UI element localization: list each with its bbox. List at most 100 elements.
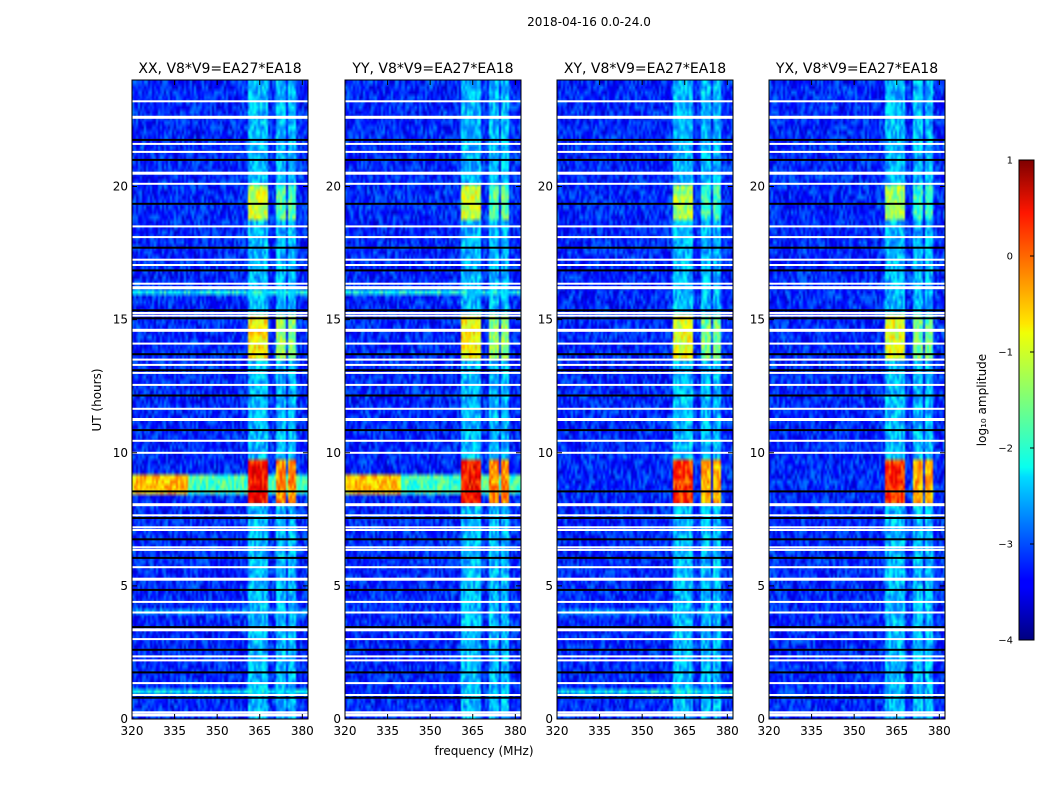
flagged-row	[557, 328, 733, 332]
flagged-row	[769, 577, 945, 581]
flagged-row	[345, 258, 521, 261]
y-tick-label: 5	[545, 579, 553, 593]
x-tick-label: 350	[843, 724, 866, 738]
flagged-row	[132, 314, 308, 317]
flagged-row	[345, 659, 521, 662]
flagged-row	[557, 236, 733, 239]
y-tick-label: 0	[120, 712, 128, 726]
flagged-row	[132, 394, 308, 397]
flagged-row	[769, 138, 945, 141]
flagged-row	[557, 369, 733, 372]
colorbar: 1 0 −1 −2 −3 −4 log₁₀ amplitude	[975, 156, 1035, 647]
flagged-row	[557, 363, 733, 366]
flagged-row	[132, 150, 308, 153]
flagged-row	[345, 394, 521, 397]
x-tick-label: 365	[248, 724, 271, 738]
flagged-row	[132, 514, 308, 517]
flagged-row	[769, 394, 945, 397]
flagged-row	[557, 626, 733, 629]
flagged-row	[769, 588, 945, 591]
flagged-row	[345, 503, 521, 507]
flagged-row	[132, 225, 308, 228]
y-tick-label: 0	[545, 712, 553, 726]
spectrogram-image	[557, 80, 733, 719]
colorbar-tick-label: 1	[1007, 156, 1013, 167]
flagged-row	[132, 626, 308, 629]
flagged-row	[557, 600, 733, 603]
panel-yx: YX, V8*V9=EA27*EA18 320 335 350 365 380 0 5 10 15…	[750, 61, 951, 738]
flagged-row	[345, 358, 521, 361]
flagged-row	[132, 451, 308, 454]
flagged-row	[345, 309, 521, 312]
flagged-row	[769, 517, 945, 519]
flagged-row	[769, 713, 945, 717]
x-tick-label: 380	[716, 724, 739, 738]
flagged-row	[132, 628, 308, 632]
flagged-row	[132, 100, 308, 103]
flagged-row	[345, 548, 521, 551]
flagged-row	[345, 182, 521, 185]
x-tick-label: 350	[419, 724, 442, 738]
flagged-row	[557, 546, 733, 549]
flagged-row	[557, 314, 733, 317]
flagged-row	[132, 258, 308, 261]
x-tick-label: 320	[546, 724, 569, 738]
colorbar-tick-label: −3	[998, 540, 1013, 551]
flagged-row	[345, 142, 521, 145]
panel-xx: XX, V8*V9=EA27*EA18 320 335 350 365 380 0 5 10 15…	[113, 61, 314, 738]
flagged-row	[557, 490, 733, 493]
flagged-row	[557, 358, 733, 361]
flagged-row	[769, 503, 945, 507]
y-tick-label: 5	[333, 579, 341, 593]
flagged-row	[557, 526, 733, 529]
flagged-row	[345, 526, 521, 529]
flagged-row	[769, 711, 945, 714]
flagged-row	[769, 246, 945, 249]
flagged-row	[557, 282, 733, 285]
flagged-row	[557, 269, 733, 272]
x-tick-label: 320	[121, 724, 144, 738]
flagged-row	[345, 713, 521, 717]
flagged-row	[132, 529, 308, 531]
flagged-row	[132, 711, 308, 714]
flagged-row	[345, 383, 521, 386]
flagged-row	[132, 317, 308, 320]
flagged-row	[345, 314, 521, 317]
y-tick-label: 10	[750, 446, 765, 460]
flagged-row	[345, 546, 521, 549]
flagged-row	[557, 171, 733, 175]
flagged-row	[132, 439, 308, 442]
flagged-row	[769, 269, 945, 272]
flagged-row	[345, 696, 521, 699]
flagged-row	[769, 225, 945, 228]
flagged-row	[132, 171, 308, 175]
flagged-row	[557, 309, 733, 312]
flagged-row	[345, 286, 521, 290]
flagged-row	[132, 526, 308, 529]
x-tick-label: 365	[673, 724, 696, 738]
y-tick-label: 15	[750, 313, 765, 327]
flagged-row	[132, 115, 308, 119]
flagged-row	[132, 648, 308, 651]
x-tick-label: 335	[163, 724, 186, 738]
flagged-row	[769, 490, 945, 493]
flagged-row	[557, 648, 733, 651]
flagged-row	[132, 358, 308, 361]
flagged-row	[345, 317, 521, 320]
flagged-row	[132, 566, 308, 569]
flagged-row	[769, 429, 945, 432]
flagged-row	[345, 429, 521, 432]
flagged-row	[769, 407, 945, 410]
x-tick-label: 350	[206, 724, 229, 738]
flagged-row	[557, 202, 733, 205]
flagged-row	[557, 371, 733, 374]
flagged-row	[557, 383, 733, 386]
flagged-row	[769, 682, 945, 685]
flagged-row	[769, 363, 945, 366]
flagged-row	[769, 546, 945, 549]
x-tick-label: 350	[631, 724, 654, 738]
flagged-row	[769, 353, 945, 356]
spectrogram-canvas	[132, 80, 308, 719]
y-tick-label: 10	[326, 446, 341, 460]
